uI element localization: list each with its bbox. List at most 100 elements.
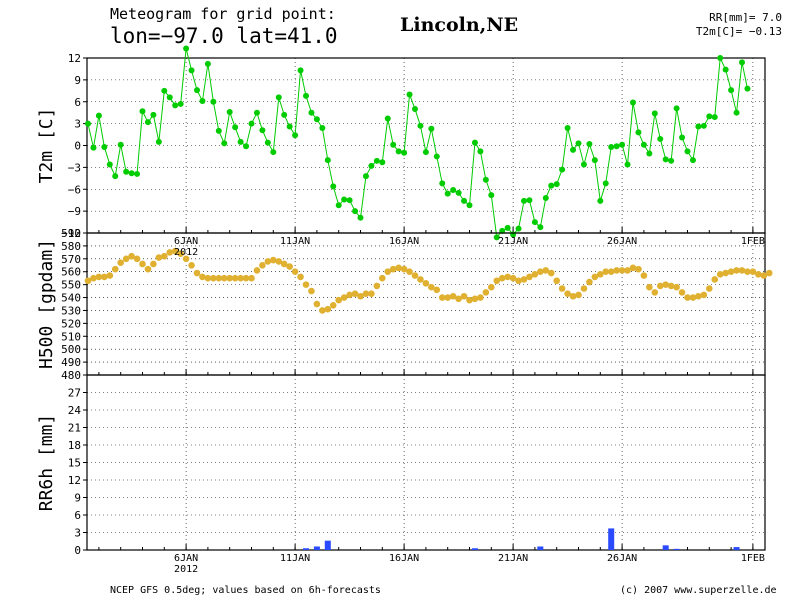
h500-point	[755, 271, 762, 278]
t2m-point	[270, 149, 277, 156]
x-tick-label: 21JAN	[498, 553, 528, 564]
h500-point	[738, 267, 746, 274]
t2m-point	[428, 125, 435, 132]
t2m-point	[504, 224, 511, 231]
t2m-point	[194, 87, 200, 94]
h500-point	[95, 273, 103, 281]
h500-point	[455, 295, 462, 303]
h500-point	[291, 268, 299, 276]
h500-point	[488, 283, 495, 291]
h500-point	[259, 261, 266, 269]
t2m-point	[144, 119, 151, 126]
x-tick-label: 6JAN	[174, 236, 198, 247]
t2m-point	[488, 192, 495, 199]
h500-point	[373, 282, 381, 290]
t2m-point	[341, 196, 348, 203]
x-tick-label: 16JAN	[389, 236, 419, 247]
t2m-point	[548, 182, 555, 189]
t2m-point	[706, 113, 713, 120]
y-tick-label: 12	[68, 474, 81, 487]
y-tick-label: 9	[74, 492, 81, 505]
h500-point	[449, 292, 457, 300]
rr-summary: RR[mm]= 7.0	[709, 11, 782, 24]
y-tick-label: 520	[61, 317, 81, 330]
t2m-point	[537, 224, 544, 231]
h500-point	[498, 274, 506, 282]
t2m-point	[308, 109, 315, 116]
t2m-point	[739, 59, 745, 66]
t2m-point	[482, 176, 489, 183]
h500-point	[395, 264, 402, 272]
y-tick-label: 15	[68, 457, 81, 470]
t2m-point	[226, 108, 233, 115]
t2m-point	[406, 91, 413, 98]
t2m-point	[128, 170, 135, 177]
header-coordinates: lon=−97.0 lat=41.0	[110, 24, 338, 48]
h500-point	[586, 278, 593, 286]
h500-point	[765, 269, 773, 277]
y-tick-label: 3	[74, 118, 81, 131]
y-tick-label: 3	[74, 527, 81, 540]
t2m-point	[395, 148, 402, 155]
y-tick-label: −3	[68, 161, 81, 174]
t2m-point	[101, 143, 108, 150]
t2m-point	[684, 148, 691, 155]
y-tick-label: 0	[74, 140, 81, 153]
h500-point	[444, 294, 452, 301]
h500-point	[84, 277, 92, 285]
h500-point	[122, 255, 130, 263]
h500-point	[150, 260, 157, 268]
x-tick-label: 16JAN	[389, 553, 419, 564]
h500-point	[564, 290, 571, 297]
h500-point	[727, 268, 735, 276]
h500-point	[106, 272, 114, 279]
h500-point	[504, 273, 511, 281]
h500-point	[695, 292, 702, 300]
h500-point	[558, 285, 566, 292]
h500-point	[515, 277, 522, 285]
t2m-point	[368, 162, 375, 169]
y-tick-label: 6	[74, 509, 81, 522]
y-tick-label: 560	[61, 266, 81, 279]
h500-point	[226, 274, 233, 282]
h500-point	[667, 282, 675, 290]
t2m-point	[221, 140, 228, 147]
t2m-point	[412, 106, 418, 113]
h500-point	[389, 265, 397, 273]
y-axis-label: T2m [C]	[36, 108, 57, 184]
y-tick-label: 9	[74, 74, 81, 87]
t2m-point	[123, 168, 130, 175]
y-tick-label: 21	[68, 422, 81, 435]
t2m-point	[493, 234, 500, 241]
y-tick-label: 18	[68, 439, 81, 452]
rr-bar	[471, 548, 478, 550]
y-tick-label: 0	[74, 544, 81, 557]
h500-point	[193, 269, 201, 277]
t2m-point	[161, 87, 168, 94]
h500-point	[302, 281, 310, 288]
header-line1: Meteogram for grid point:	[110, 5, 336, 23]
t2m-point	[575, 140, 582, 147]
y-tick-label: −12	[61, 227, 81, 240]
t2m-point	[183, 45, 190, 52]
t2m-point	[591, 157, 598, 164]
x-year-label: 2012	[174, 247, 198, 258]
h500-point	[417, 276, 424, 283]
t2m-point	[657, 135, 664, 142]
h500-point	[101, 273, 108, 281]
t2m-point	[319, 125, 326, 131]
y-tick-label: 580	[61, 240, 81, 253]
h500-point	[280, 260, 288, 268]
h500-point	[111, 265, 119, 273]
t2m-point	[90, 144, 97, 151]
t2m-point	[297, 67, 304, 74]
h500-point	[411, 272, 419, 279]
h500-point	[749, 268, 757, 276]
t2m-point	[150, 111, 157, 118]
t2m-point	[570, 146, 577, 153]
t2m-point	[117, 141, 124, 148]
h500-point	[433, 286, 441, 294]
t2m-point	[662, 156, 669, 163]
h500-point	[646, 283, 653, 291]
t2m-point	[499, 227, 506, 234]
